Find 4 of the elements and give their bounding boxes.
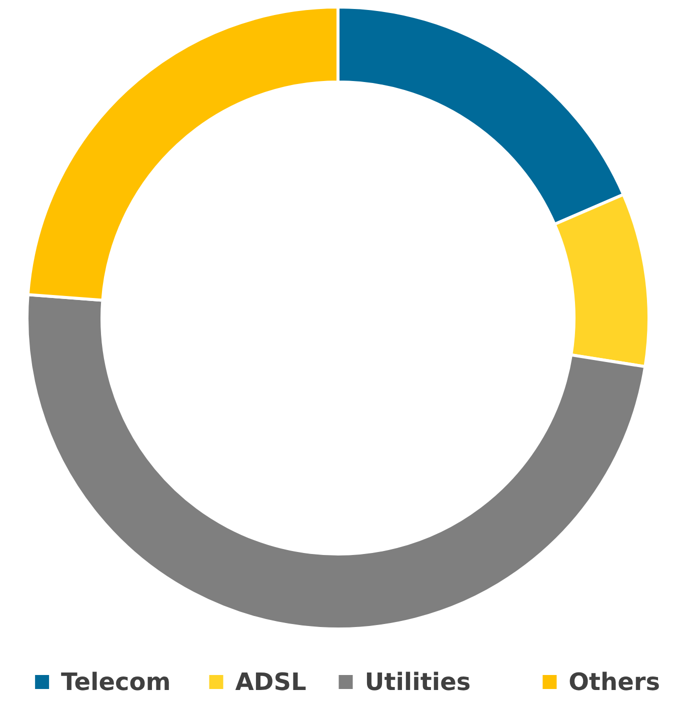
legend-label: ADSL (235, 668, 306, 696)
legend-label: Utilities (364, 668, 471, 696)
legend-label: Telecom (61, 668, 171, 696)
legend-label: Others (568, 668, 660, 696)
